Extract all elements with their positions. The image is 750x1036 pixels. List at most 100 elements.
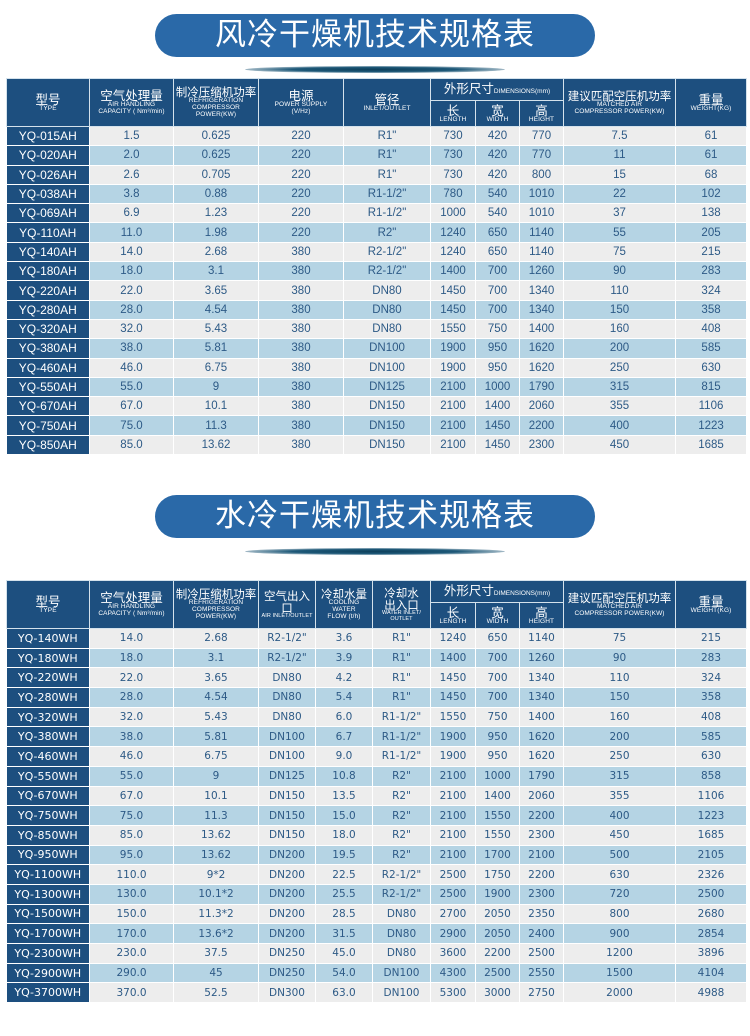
water-inlet-outlet-cell: R2" bbox=[372, 786, 431, 807]
type-cell: YQ-670WH bbox=[6, 786, 90, 807]
width-cell: 1000 bbox=[475, 766, 520, 787]
water-cooled-banner-shadow bbox=[245, 548, 505, 555]
air-inlet-outlet-cell: DN80 bbox=[258, 667, 316, 689]
air-inlet-outlet-cell: DN300 bbox=[258, 982, 316, 1004]
matched-power-cell: 800 bbox=[563, 904, 677, 925]
weight-cell: 585 bbox=[675, 726, 748, 748]
table-row: YQ-220AH 22.0 3.65 380 DN80 1450 700 1340 110 324 bbox=[6, 280, 748, 301]
header-capacity: 空气处理量 AIR HANDLING CAPACITY ( Nm³/min) bbox=[89, 78, 174, 127]
length-cell: 5300 bbox=[430, 982, 476, 1004]
height-cell: 1620 bbox=[519, 726, 565, 748]
air-cooled-title: 风冷干燥机技术规格表 bbox=[215, 17, 535, 53]
length-cell: 1450 bbox=[430, 300, 476, 320]
type-cell: YQ-038AH bbox=[6, 184, 90, 205]
capacity-cell: 55.0 bbox=[89, 377, 174, 398]
capacity-cell: 32.0 bbox=[89, 707, 174, 728]
inlet-outlet-cell: R1" bbox=[343, 126, 431, 147]
water-inlet-outlet-cell: R2-1/2" bbox=[372, 864, 431, 885]
compressor-power-cell: 37.5 bbox=[173, 943, 259, 964]
capacity-cell: 230.0 bbox=[89, 943, 174, 964]
capacity-cell: 110.0 bbox=[89, 864, 174, 885]
table-row: YQ-038AH 3.8 0.88 220 R1-1/2" 780 540 1010 22 102 bbox=[6, 184, 748, 205]
matched-power-cell: 150 bbox=[563, 687, 677, 708]
table-row: YQ-020AH 2.0 0.625 220 R1" 730 420 770 11 61 bbox=[6, 145, 748, 166]
weight-cell: 68 bbox=[675, 165, 748, 185]
compressor-power-cell: 9 bbox=[173, 766, 259, 787]
header-length: 长 LENGTH bbox=[430, 100, 476, 127]
header-height: 高 HEIGHT bbox=[518, 100, 565, 127]
table-row: YQ-670AH 67.0 10.1 380 DN150 2100 1400 2060 355 1… bbox=[6, 396, 748, 417]
power-supply-cell: 380 bbox=[258, 338, 344, 359]
compressor-power-cell: 0.88 bbox=[173, 184, 259, 205]
compressor-power-cell: 5.43 bbox=[173, 319, 259, 340]
height-cell: 2300 bbox=[519, 825, 565, 846]
matched-power-cell: 160 bbox=[563, 707, 677, 728]
inlet-outlet-cell: DN125 bbox=[343, 377, 431, 398]
table-row: YQ-026AH 2.6 0.705 220 R1" 730 420 800 15 68 bbox=[6, 165, 748, 185]
water-inlet-outlet-cell: R2-1/2" bbox=[372, 884, 431, 905]
compressor-power-cell: 9*2 bbox=[173, 864, 259, 885]
capacity-cell: 6.9 bbox=[89, 203, 174, 224]
inlet-outlet-cell: DN80 bbox=[343, 300, 431, 320]
width-cell: 540 bbox=[475, 203, 520, 224]
power-supply-cell: 380 bbox=[258, 358, 344, 378]
matched-power-cell: 7.5 bbox=[563, 126, 677, 147]
matched-power-cell: 2000 bbox=[563, 982, 677, 1004]
length-cell: 2100 bbox=[430, 377, 476, 398]
type-cell: YQ-320AH bbox=[6, 319, 90, 340]
compressor-power-cell: 6.75 bbox=[173, 358, 259, 378]
matched-power-cell: 400 bbox=[563, 415, 677, 436]
table-row: YQ-280AH 28.0 4.54 380 DN80 1450 700 1340 150 358 bbox=[6, 300, 748, 320]
weight-cell: 358 bbox=[675, 300, 748, 320]
cooling-water-flow-cell: 54.0 bbox=[315, 963, 373, 984]
compressor-power-cell: 0.625 bbox=[173, 145, 259, 166]
air-inlet-outlet-cell: DN150 bbox=[258, 805, 316, 826]
width-cell: 750 bbox=[475, 319, 520, 340]
header-capacity: 空气处理量 AIR HANDLING CAPACITY ( Nm³/min) bbox=[89, 580, 174, 629]
inlet-outlet-cell: DN100 bbox=[343, 338, 431, 359]
weight-cell: 2680 bbox=[675, 904, 748, 925]
length-cell: 2100 bbox=[430, 786, 476, 807]
type-cell: YQ-180AH bbox=[6, 261, 90, 282]
cooling-water-flow-cell: 22.5 bbox=[315, 864, 373, 885]
air-inlet-outlet-cell: DN250 bbox=[258, 963, 316, 984]
power-supply-cell: 380 bbox=[258, 396, 344, 417]
compressor-power-cell: 5.43 bbox=[173, 707, 259, 728]
capacity-cell: 28.0 bbox=[89, 687, 174, 708]
water-inlet-outlet-cell: R1-1/2" bbox=[372, 707, 431, 728]
table-row: YQ-670WH 67.0 10.1 DN150 13.5 R2" 2100 1400 2060… bbox=[6, 786, 748, 807]
length-cell: 1400 bbox=[430, 648, 476, 669]
inlet-outlet-cell: DN150 bbox=[343, 435, 431, 456]
capacity-cell: 32.0 bbox=[89, 319, 174, 340]
type-cell: YQ-220AH bbox=[6, 280, 90, 301]
power-supply-cell: 220 bbox=[258, 203, 344, 224]
compressor-power-cell: 5.81 bbox=[173, 338, 259, 359]
width-cell: 1400 bbox=[475, 786, 520, 807]
table-row: YQ-850AH 85.0 13.62 380 DN150 2100 1450 2300 450… bbox=[6, 435, 748, 456]
type-cell: YQ-950WH bbox=[6, 845, 90, 866]
matched-power-cell: 15 bbox=[563, 165, 677, 185]
matched-power-cell: 500 bbox=[563, 845, 677, 866]
inlet-outlet-cell: R2" bbox=[343, 222, 431, 243]
table-row: YQ-460AH 46.0 6.75 380 DN100 1900 950 1620 250 63… bbox=[6, 358, 748, 378]
length-cell: 2100 bbox=[430, 415, 476, 436]
height-cell: 1620 bbox=[519, 746, 565, 767]
weight-cell: 324 bbox=[675, 667, 748, 689]
table-row: YQ-2900WH 290.0 45 DN250 54.0 DN100 4300 2500 25… bbox=[6, 963, 748, 984]
weight-cell: 408 bbox=[675, 319, 748, 340]
width-cell: 700 bbox=[475, 687, 520, 708]
matched-power-cell: 250 bbox=[563, 358, 677, 378]
length-cell: 1240 bbox=[430, 628, 476, 649]
air-cooled-title-banner: 风冷干燥机技术规格表 bbox=[155, 14, 595, 57]
air-inlet-outlet-cell: R2-1/2" bbox=[258, 648, 316, 669]
height-cell: 1790 bbox=[519, 766, 565, 787]
weight-cell: 138 bbox=[675, 203, 748, 224]
type-cell: YQ-320WH bbox=[6, 707, 90, 728]
cooling-water-flow-cell: 6.0 bbox=[315, 707, 373, 728]
inlet-outlet-cell: R1" bbox=[343, 145, 431, 166]
height-cell: 2060 bbox=[519, 396, 565, 417]
capacity-cell: 46.0 bbox=[89, 746, 174, 767]
length-cell: 730 bbox=[430, 165, 476, 185]
header-type: 型号 TYPE bbox=[6, 78, 90, 127]
height-cell: 800 bbox=[519, 165, 565, 185]
